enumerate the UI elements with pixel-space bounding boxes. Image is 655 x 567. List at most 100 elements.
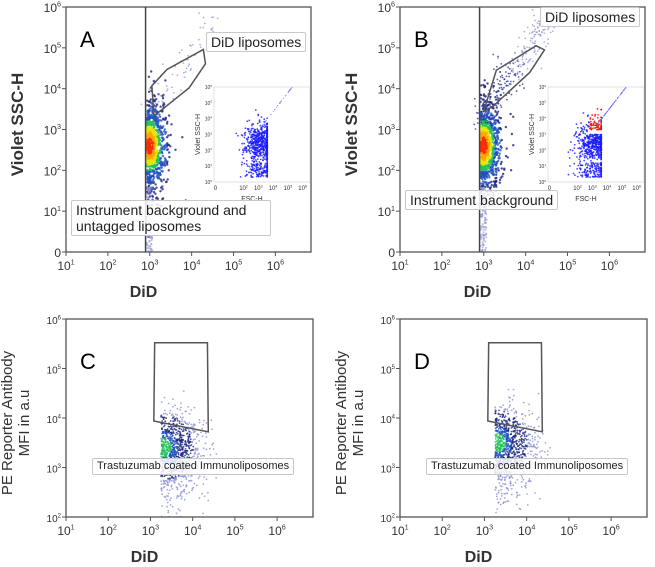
event-dot [480, 172, 483, 175]
event-dot [483, 100, 486, 104]
event-dot [160, 166, 163, 169]
inset-dot [261, 167, 264, 170]
inset-dot [586, 157, 589, 160]
event-dot [166, 453, 168, 456]
event-dot [482, 242, 485, 245]
inset-dot [263, 142, 266, 145]
event-dot [198, 421, 201, 424]
event-dot [491, 129, 495, 132]
event-dot [204, 432, 207, 434]
event-dot [177, 475, 180, 478]
event-dot [172, 443, 175, 445]
event-dot [178, 447, 181, 450]
inset-dot [253, 161, 255, 164]
event-dot [189, 441, 191, 444]
event-dot [163, 479, 165, 482]
event-dot [536, 26, 539, 29]
event-dot [194, 430, 197, 432]
inset-dot [588, 127, 591, 130]
inset-dot [253, 141, 256, 144]
inset-dot [244, 175, 247, 177]
inset-dot [584, 150, 586, 153]
event-dot [523, 45, 525, 48]
event-dot [509, 62, 512, 65]
event-dot [188, 413, 191, 415]
event-dot [202, 447, 205, 450]
inset-y-tick-label: 100 [539, 179, 547, 186]
event-dot [176, 74, 179, 77]
event-dot [493, 119, 496, 122]
tick-exponent: 2 [57, 163, 61, 172]
event-dot [528, 46, 531, 49]
event-dot [508, 75, 511, 78]
event-dot [180, 498, 183, 500]
event-dot [189, 479, 192, 482]
event-dot [162, 130, 166, 133]
inset-dot [600, 135, 602, 138]
inset-dot [578, 133, 581, 135]
event-dot [155, 98, 158, 101]
event-dot [146, 178, 150, 182]
event-dot [160, 453, 163, 455]
event-dot [149, 150, 153, 153]
inset-dot [284, 95, 287, 97]
event-dot [156, 129, 159, 133]
inset-dot [591, 156, 594, 159]
event-dot [523, 47, 526, 50]
tick-exponent: 1 [71, 258, 75, 267]
event-dot [198, 475, 201, 478]
y-tick-label: 0 [54, 246, 61, 260]
inset-dot [598, 157, 600, 159]
event-dot [482, 228, 485, 231]
inset-dot [600, 128, 603, 131]
inset-dot [596, 163, 599, 166]
event-dot [487, 112, 490, 115]
x-tick-label: 104 [184, 523, 201, 538]
y-tick-label: 104 [378, 81, 395, 96]
event-dot [165, 148, 169, 152]
event-dot [172, 398, 174, 400]
inset-dot [587, 176, 589, 178]
event-dot [197, 455, 199, 458]
inset-dot [603, 114, 606, 116]
event-dot [148, 182, 151, 185]
event-dot [516, 45, 519, 48]
event-dot [161, 436, 164, 439]
event-dot [189, 444, 191, 447]
inset-dot [248, 119, 251, 122]
event-dot [159, 190, 162, 193]
tick-exponent: 3 [261, 184, 263, 188]
inset-x-tick-label: 105 [284, 184, 293, 192]
event-dot [156, 116, 159, 119]
inset-dot [581, 129, 583, 132]
tick-exponent: 6 [282, 523, 286, 532]
event-dot [533, 42, 536, 45]
event-dot [157, 120, 160, 123]
event-dot [497, 82, 500, 85]
inset-dot [598, 121, 600, 123]
inset-dot [245, 174, 248, 177]
event-dot [160, 130, 163, 134]
event-dot [202, 512, 204, 515]
event-dot [495, 160, 499, 164]
inset-dot [278, 102, 281, 104]
event-dot [523, 63, 526, 65]
inset-dot [606, 111, 608, 113]
event-dot [182, 416, 184, 419]
inset-dot [573, 174, 576, 177]
event-dot [509, 72, 512, 75]
inset-dot [253, 133, 255, 136]
event-dot [543, 41, 546, 43]
inset-dot [245, 151, 248, 153]
event-dot [162, 445, 165, 448]
tick-exponent: 5 [57, 40, 61, 49]
event-dot [498, 157, 501, 160]
inset-dot [260, 116, 263, 119]
event-dot [483, 79, 486, 82]
inset-dot [250, 156, 253, 159]
event-dot [190, 444, 193, 446]
inset-dot [594, 143, 597, 146]
event-dot [148, 239, 151, 242]
inset-dot [257, 175, 260, 178]
inset-dot [593, 157, 596, 159]
